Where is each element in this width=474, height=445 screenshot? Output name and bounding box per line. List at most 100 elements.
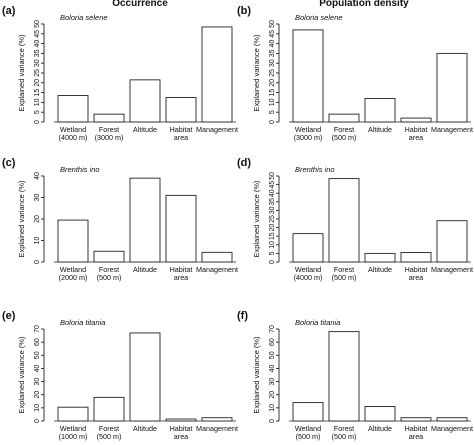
y-tick-label: 5	[34, 110, 41, 114]
y-tick-label: 50	[34, 351, 41, 359]
bar	[292, 29, 324, 123]
bar	[436, 220, 468, 263]
y-tick-label: 10	[34, 237, 41, 245]
category-label: (500 m)	[332, 432, 357, 441]
category-label: Wetland	[295, 265, 321, 274]
category-label: Altitude	[368, 125, 392, 134]
species-name: Boloria selene	[295, 13, 343, 22]
bar	[436, 52, 468, 123]
category-label: Altitude	[368, 424, 392, 433]
category-label: (1000 m)	[59, 432, 88, 441]
y-tick-label: 0	[34, 120, 41, 124]
y-tick-label: 20	[269, 79, 276, 87]
category-label: Habitat	[170, 424, 193, 433]
bar	[436, 417, 468, 422]
category-label: (500 m)	[332, 273, 357, 282]
y-tick-label: 15	[34, 89, 41, 97]
y-tick-label: 40	[34, 40, 41, 48]
bar	[364, 252, 396, 263]
y-tick-label: 20	[34, 391, 41, 399]
y-tick-label: 10	[269, 98, 276, 106]
y-tick-label: 35	[269, 49, 276, 57]
category-label: Altitude	[133, 424, 157, 433]
category-label: Altitude	[133, 125, 157, 134]
panel-letter: (a)	[2, 5, 16, 17]
y-tick-label: 30	[269, 59, 276, 67]
y-tick-label: 35	[269, 198, 276, 206]
panel-letter: (b)	[237, 5, 251, 17]
bar	[201, 251, 233, 263]
category-label: Habitat	[170, 265, 193, 274]
bar	[400, 417, 432, 422]
y-tick-label: 50	[269, 172, 276, 180]
category-label: (3000 m)	[294, 133, 323, 142]
y-tick-label: 20	[269, 391, 276, 399]
category-label: Altitude	[368, 265, 392, 274]
y-tick-label: 0	[34, 419, 41, 423]
bar	[93, 113, 125, 123]
panel-letter: (e)	[2, 310, 16, 322]
y-tick-label: 0	[34, 260, 41, 264]
y-tick-label: 40	[269, 364, 276, 372]
y-tick-label: 40	[34, 172, 41, 180]
category-label: Wetland	[295, 125, 321, 134]
y-tick-label: 45	[34, 30, 41, 38]
panel-letter: (c)	[2, 157, 16, 169]
category-label: area	[409, 133, 423, 142]
y-tick-label: 20	[34, 215, 41, 223]
bar	[165, 418, 197, 422]
y-tick-label: 40	[269, 40, 276, 48]
y-tick-label: 30	[269, 206, 276, 214]
y-axis-label: Explained variance (%)	[252, 336, 261, 414]
y-tick-label: 0	[269, 419, 276, 423]
y-tick-label: 40	[269, 189, 276, 197]
category-label: Management	[431, 424, 473, 433]
species-name: Brenthis ino	[295, 165, 335, 174]
category-label: (4000 m)	[294, 273, 323, 282]
category-label: Habitat	[170, 125, 193, 134]
category-label: (500 m)	[296, 432, 321, 441]
y-tick-label: 25	[34, 69, 41, 77]
bar	[165, 97, 197, 123]
y-tick-label: 70	[34, 325, 41, 333]
y-tick-label: 25	[269, 69, 276, 77]
category-label: Habitat	[405, 424, 428, 433]
y-tick-label: 45	[269, 30, 276, 38]
bar	[129, 79, 161, 123]
category-label: Management	[196, 265, 238, 274]
y-tick-label: 15	[269, 89, 276, 97]
y-tick-label: 30	[34, 378, 41, 386]
category-label: (3000 m)	[95, 133, 124, 142]
bar	[328, 331, 360, 422]
bar	[93, 250, 125, 263]
bar	[364, 98, 396, 123]
panel-a: (a)Boloria selene05101520253035404550Exp…	[2, 5, 238, 142]
category-label: Management	[196, 424, 238, 433]
y-tick-label: 5	[269, 110, 276, 114]
category-label: (500 m)	[97, 432, 122, 441]
y-axis-label: Explained variance (%)	[17, 180, 26, 258]
category-label: Forest	[334, 125, 354, 134]
category-label: Wetland	[295, 424, 321, 433]
category-label: Habitat	[405, 265, 428, 274]
y-axis-label: Explained variance (%)	[17, 34, 26, 112]
category-label: Forest	[99, 265, 119, 274]
category-label: Wetland	[60, 125, 86, 134]
y-tick-label: 0	[269, 260, 276, 264]
bar	[328, 113, 360, 123]
y-tick-label: 10	[269, 404, 276, 412]
y-axis-label: Explained variance (%)	[252, 34, 261, 112]
category-label: area	[409, 432, 423, 441]
bar	[328, 178, 360, 263]
panel-letter: (f)	[237, 310, 248, 322]
header-population-density: Population density	[319, 0, 409, 9]
y-tick-label: 20	[34, 79, 41, 87]
species-name: Boloria titania	[60, 318, 105, 327]
bar	[201, 417, 233, 422]
panel-c: (c) Brenthis ino 0 10 20 30 40 Explained varian…	[2, 157, 238, 282]
bar	[57, 406, 89, 422]
category-label: (4000 m)	[59, 133, 88, 142]
category-label: Management	[196, 125, 238, 134]
category-label: Management	[431, 125, 473, 134]
